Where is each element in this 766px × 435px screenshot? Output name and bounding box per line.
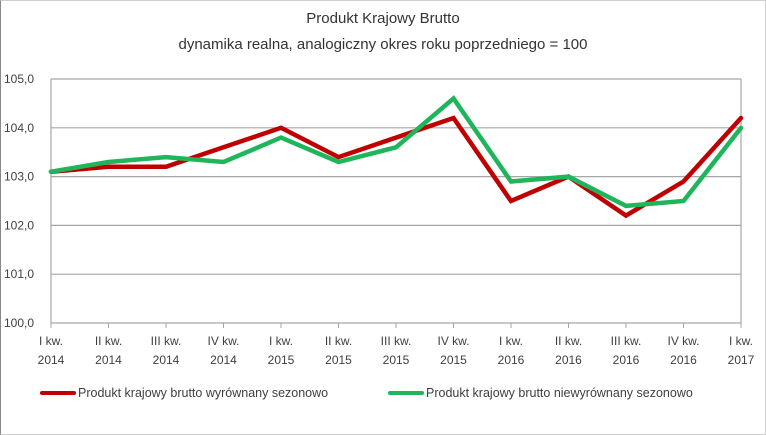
x-tick-label-year: 2016 <box>670 353 697 367</box>
legend-item-seasonally-adjusted: Produkt krajowy brutto wyrównany sezonow… <box>40 386 328 400</box>
x-tick-label: II kw. <box>555 334 582 348</box>
x-tick-label-year: 2016 <box>498 353 525 367</box>
legend-swatch-green <box>388 391 424 395</box>
x-tick-label-year: 2015 <box>325 353 352 367</box>
x-tick-label: IV kw. <box>667 334 699 348</box>
x-tick-label: III kw. <box>381 334 412 348</box>
x-tick-label: I kw. <box>39 334 63 348</box>
series-line-seasonally-adjusted <box>48 115 744 219</box>
y-tick-label: 101,0 <box>4 267 34 281</box>
legend-label: Produkt krajowy brutto wyrównany sezonow… <box>78 386 329 400</box>
y-tick-label: 105,0 <box>4 72 34 86</box>
x-tick-label: I kw. <box>729 334 753 348</box>
legend-item-not-seasonally-adjusted: Produkt krajowy brutto niewyrównany sezo… <box>388 386 693 400</box>
x-tick-label: IV kw. <box>207 334 239 348</box>
x-tick-label: I kw. <box>499 334 523 348</box>
x-tick-label: II kw. <box>95 334 122 348</box>
x-tick-label: III kw. <box>151 334 182 348</box>
x-tick-label: IV kw. <box>437 334 469 348</box>
y-tick-label: 100,0 <box>4 316 34 330</box>
chart-subtitle: dynamika realna, analogiczny okres roku … <box>178 36 588 53</box>
x-tick-label: I kw. <box>269 334 293 348</box>
x-tick-label-year: 2014 <box>95 353 122 367</box>
chart-title: Produkt Krajowy Brutto <box>306 10 460 27</box>
x-tick-label-year: 2015 <box>440 353 467 367</box>
y-tick-label: 103,0 <box>4 170 34 184</box>
legend-swatch-red <box>40 391 76 395</box>
y-tick-label: 104,0 <box>4 121 34 135</box>
x-tick-label-year: 2016 <box>555 353 582 367</box>
x-tick-label-year: 2015 <box>268 353 295 367</box>
x-tick-label-year: 2016 <box>613 353 640 367</box>
x-tick-label: II kw. <box>325 334 352 348</box>
legend-label: Produkt krajowy brutto niewyrównany sezo… <box>426 386 693 400</box>
x-tick-label-year: 2014 <box>38 353 65 367</box>
x-tick-label-year: 2017 <box>728 353 755 367</box>
y-tick-label: 102,0 <box>4 218 34 232</box>
series-line-not-seasonally-adjusted <box>48 95 744 209</box>
x-tick-label-year: 2015 <box>383 353 410 367</box>
x-tick-label: III kw. <box>611 334 642 348</box>
x-tick-label-year: 2014 <box>210 353 237 367</box>
x-tick-label-year: 2014 <box>153 353 180 367</box>
